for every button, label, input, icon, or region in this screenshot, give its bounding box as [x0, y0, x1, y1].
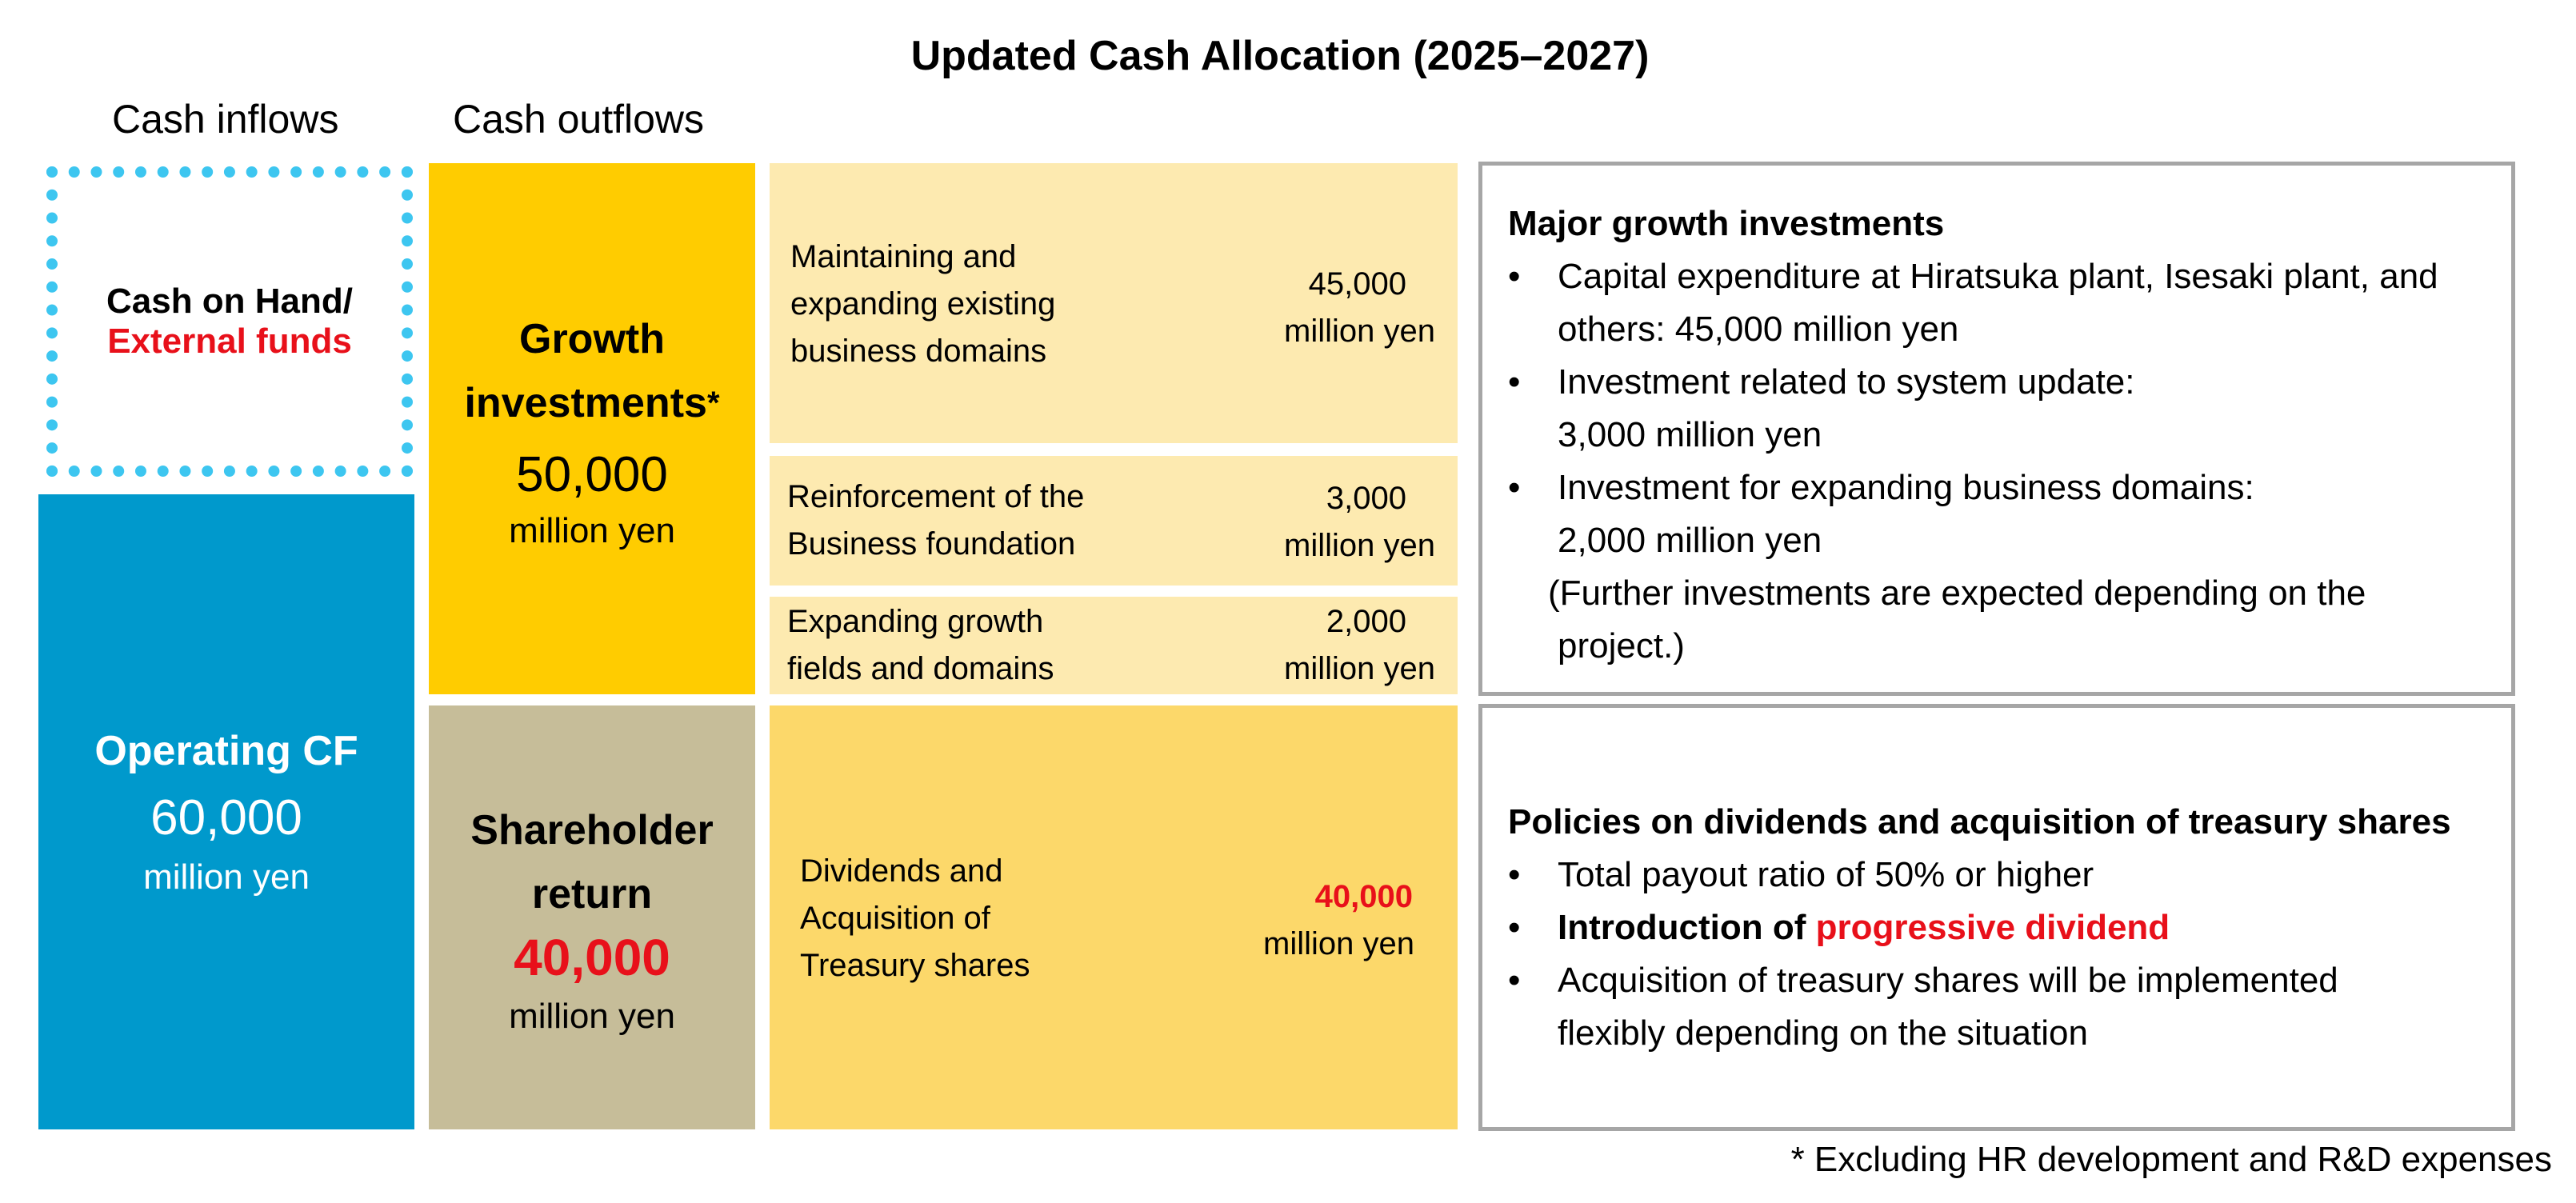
operating-cf-value: 60,000 — [150, 789, 302, 845]
list-item: Capital expenditure at Hiratsuka plant, … — [1508, 250, 2500, 356]
list-item-text: Total payout ratio of 50% or higher — [1558, 855, 2094, 894]
growth-unit: million yen — [509, 510, 675, 550]
shareholder-title-line2: return — [531, 871, 653, 917]
list-item: Total payout ratio of 50% or higher — [1508, 849, 2500, 901]
list-item-line: Investment for expanding business domain… — [1558, 468, 2254, 507]
dividends-amount-unit: million yen — [1263, 926, 1414, 961]
dividend-policy-panel: Policies on dividends and acquisition of… — [1478, 704, 2515, 1131]
dividends-label-line: Treasury shares — [800, 948, 1030, 983]
shareholder-title-line1: Shareholder — [470, 807, 714, 853]
operating-cf-box: Operating CF 60,000 million yen — [38, 494, 414, 1129]
list-item-line: Capital expenditure at Hiratsuka plant, … — [1558, 257, 2438, 296]
breakdown-amount: 45,000 million yen — [1284, 261, 1435, 355]
operating-cf-unit: million yen — [143, 857, 310, 897]
breakdown-label-line: Business foundation — [787, 526, 1076, 562]
panel-note-line: project.) — [1558, 626, 1685, 665]
breakdown-amount: 2,000 million yen — [1284, 598, 1435, 693]
breakdown-business-foundation: Reinforcement of the Business foundation… — [770, 456, 1458, 586]
breakdown-label-line: Reinforcement of the — [787, 479, 1085, 514]
dividends-label: Dividends and Acquisition of Treasury sh… — [800, 848, 1030, 989]
panel-note: (Further investments are expected depend… — [1548, 567, 2366, 673]
growth-investments-box: Growth investments* 50,000 million yen — [429, 163, 755, 694]
dividends-box: Dividends and Acquisition of Treasury sh… — [770, 705, 1458, 1129]
breakdown-amount-value: 2,000 — [1326, 604, 1406, 639]
breakdown-label-line: expanding existing — [790, 286, 1056, 322]
breakdown-amount-unit: million yen — [1284, 651, 1435, 686]
dividends-amount: 40,000 million yen — [1263, 873, 1414, 968]
page-title: Updated Cash Allocation (2025–2027) — [910, 33, 1650, 79]
breakdown-amount: 3,000 million yen — [1284, 475, 1435, 570]
dividend-policy-list: Total payout ratio of 50% or higher Intr… — [1508, 849, 2500, 1060]
list-item-line: flexibly depending on the situation — [1558, 1013, 2088, 1053]
panel-heading: Policies on dividends and acquisition of… — [1508, 802, 2451, 841]
growth-asterisk: * — [706, 385, 720, 421]
list-item-line: others: 45,000 million yen — [1558, 310, 1959, 349]
external-funds-label: External funds — [107, 322, 352, 361]
breakdown-amount-unit: million yen — [1284, 314, 1435, 349]
list-item: Acquisition of treasury shares will be i… — [1508, 954, 2500, 1060]
growth-investments-list: Capital expenditure at Hiratsuka plant, … — [1508, 250, 2500, 567]
panel-note-line: (Further investments are expected depend… — [1548, 574, 2366, 613]
list-item-line: Investment related to system update: — [1558, 362, 2135, 402]
growth-value: 50,000 — [516, 446, 668, 502]
cash-inflows-header: Cash inflows — [112, 97, 339, 142]
growth-title-line1: Growth — [519, 315, 665, 362]
breakdown-label-line: business domains — [790, 334, 1047, 369]
breakdown-label: Reinforcement of the Business foundation — [787, 474, 1084, 568]
list-item-line: 2,000 million yen — [1558, 521, 1822, 560]
dividends-label-line: Acquisition of — [800, 901, 990, 936]
growth-title-text: investments — [464, 379, 707, 426]
dividends-amount-value: 40,000 — [1314, 879, 1413, 914]
list-item: Investment related to system update: 3,00… — [1508, 356, 2500, 462]
breakdown-amount-value: 3,000 — [1326, 481, 1406, 516]
cash-on-hand-label: Cash on Hand/ — [106, 282, 354, 321]
shareholder-unit: million yen — [509, 997, 675, 1036]
breakdown-amount-unit: million yen — [1284, 528, 1435, 563]
breakdown-label-line: fields and domains — [787, 651, 1054, 686]
cash-on-hand-box: Cash on Hand/ External funds — [46, 166, 413, 477]
list-item-text: Introduction of — [1558, 908, 1816, 947]
operating-cf-title: Operating CF — [94, 727, 358, 774]
footnote: * Excluding HR development and R&D expen… — [1790, 1140, 2552, 1179]
dividends-label-line: Dividends and — [800, 853, 1003, 889]
list-item: Investment for expanding business domain… — [1508, 462, 2500, 567]
breakdown-label: Expanding growth fields and domains — [787, 598, 1054, 693]
panel-heading: Major growth investments — [1508, 204, 1945, 243]
breakdown-label-line: Expanding growth — [787, 604, 1044, 639]
list-item-line: Acquisition of treasury shares will be i… — [1558, 961, 2338, 1000]
cash-outflows-header: Cash outflows — [453, 97, 705, 142]
list-item-line: 3,000 million yen — [1558, 415, 1822, 454]
progressive-dividend-highlight: progressive dividend — [1815, 908, 2170, 947]
growth-investments-panel: Major growth investments Capital expendi… — [1478, 162, 2515, 696]
breakdown-amount-value: 45,000 — [1308, 266, 1406, 302]
shareholder-value: 40,000 — [514, 929, 670, 986]
breakdown-label: Maintaining and expanding existing busin… — [790, 234, 1055, 375]
breakdown-existing-domains: Maintaining and expanding existing busin… — [770, 163, 1458, 443]
breakdown-label-line: Maintaining and — [790, 239, 1017, 274]
list-item: Introduction of progressive dividend — [1508, 901, 2500, 954]
shareholder-return-box: Shareholder return 40,000 million yen — [429, 705, 755, 1129]
growth-title-line2: investments* — [464, 371, 719, 435]
breakdown-growth-fields: Expanding growth fields and domains 2,00… — [770, 597, 1458, 694]
